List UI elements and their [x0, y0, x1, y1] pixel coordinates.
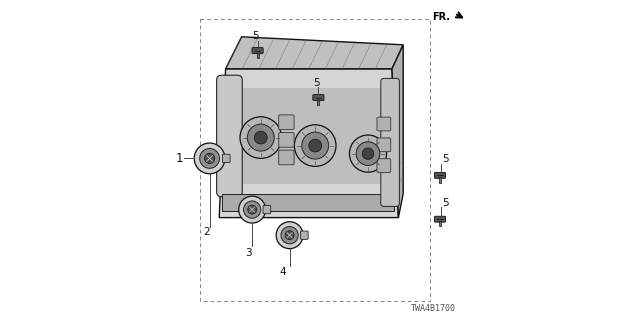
Bar	[439, 177, 441, 182]
Circle shape	[248, 124, 275, 151]
FancyBboxPatch shape	[313, 95, 324, 100]
Circle shape	[285, 231, 294, 240]
FancyBboxPatch shape	[377, 138, 390, 152]
FancyBboxPatch shape	[435, 216, 445, 222]
Circle shape	[281, 227, 298, 244]
Polygon shape	[219, 69, 398, 218]
FancyBboxPatch shape	[252, 48, 263, 53]
Circle shape	[239, 196, 266, 223]
FancyBboxPatch shape	[216, 75, 243, 197]
FancyBboxPatch shape	[377, 117, 390, 131]
Bar	[237, 88, 387, 184]
Circle shape	[200, 148, 220, 168]
Text: 5: 5	[313, 77, 319, 88]
FancyBboxPatch shape	[279, 115, 294, 130]
FancyBboxPatch shape	[377, 159, 390, 172]
Text: TWA4B1700: TWA4B1700	[411, 304, 456, 313]
Text: 4: 4	[280, 267, 287, 277]
Bar	[223, 194, 394, 211]
Bar	[200, 19, 430, 301]
FancyBboxPatch shape	[279, 150, 294, 165]
Circle shape	[205, 153, 215, 164]
Text: 1: 1	[175, 152, 183, 165]
Circle shape	[248, 205, 257, 214]
FancyBboxPatch shape	[301, 231, 308, 239]
FancyBboxPatch shape	[381, 78, 399, 206]
Circle shape	[195, 143, 225, 174]
FancyBboxPatch shape	[279, 132, 294, 147]
Bar	[257, 52, 259, 58]
Text: 5: 5	[442, 154, 449, 164]
FancyBboxPatch shape	[435, 172, 445, 178]
Circle shape	[240, 117, 282, 158]
Circle shape	[356, 142, 380, 165]
Circle shape	[308, 139, 321, 152]
Circle shape	[362, 148, 374, 159]
Text: 2: 2	[203, 227, 210, 237]
Circle shape	[294, 125, 336, 166]
Circle shape	[302, 132, 329, 159]
Circle shape	[349, 135, 387, 172]
Text: 5: 5	[442, 198, 449, 208]
Polygon shape	[226, 37, 403, 69]
Polygon shape	[392, 45, 403, 218]
FancyBboxPatch shape	[263, 205, 271, 214]
Circle shape	[276, 222, 303, 249]
Text: 5: 5	[252, 31, 259, 41]
Text: 3: 3	[244, 248, 252, 258]
Bar	[317, 100, 319, 105]
Circle shape	[255, 131, 268, 144]
FancyBboxPatch shape	[223, 154, 230, 163]
Circle shape	[243, 201, 261, 218]
Text: FR.: FR.	[432, 12, 450, 22]
Bar	[439, 221, 441, 227]
